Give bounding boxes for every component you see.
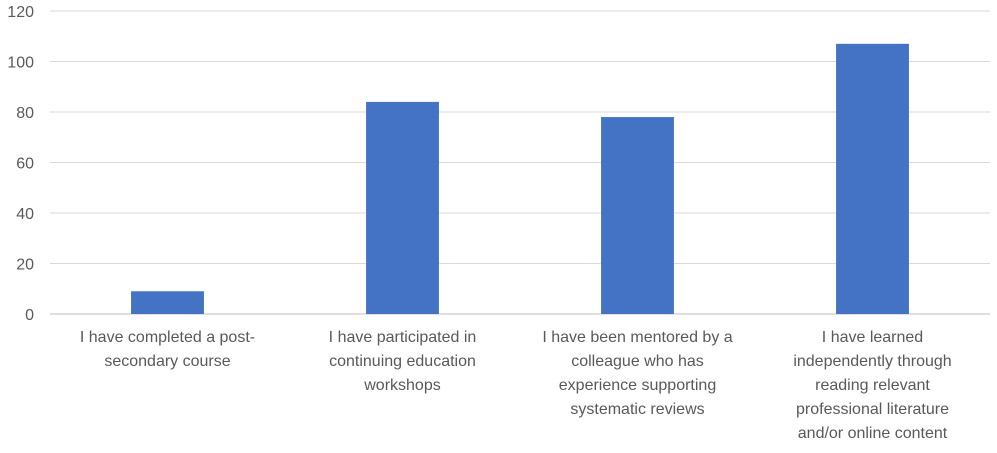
y-tick-label: 80: [16, 105, 34, 122]
y-tick-label: 120: [7, 4, 34, 21]
y-tick-label: 0: [25, 307, 34, 324]
x-category-label-line: I have participated in: [329, 329, 477, 346]
x-category-label: I have completed a post-secondary course: [80, 329, 255, 370]
x-category-label-line: independently through: [793, 353, 951, 370]
y-tick-label: 40: [16, 206, 34, 223]
x-category-label-line: and/or online content: [798, 425, 948, 442]
x-category-label: I have been mentored by a colleague who h…: [542, 329, 732, 418]
x-category-label-line: reading relevant: [815, 377, 930, 394]
x-category-label-line: secondary course: [104, 353, 230, 370]
gridlines: [50, 10, 990, 315]
x-category-label: I have participated in continuing educati…: [329, 329, 477, 394]
y-tick-label: 20: [16, 257, 34, 274]
x-axis-category-labels: I have completed a post-secondary course…: [80, 329, 952, 442]
y-tick-label: 60: [16, 156, 34, 173]
x-category-label-line: I have learned: [822, 329, 923, 346]
bar: [131, 291, 204, 314]
x-category-label-line: continuing education: [329, 353, 476, 370]
x-category-label: I have learned independently through readi…: [793, 329, 951, 442]
y-tick-label: 100: [7, 55, 34, 72]
x-category-label-line: I have completed a post-: [80, 329, 255, 346]
x-category-label-line: experience supporting: [559, 377, 716, 394]
bars: [131, 43, 909, 315]
bar: [601, 117, 674, 314]
x-category-label-line: I have been mentored by a: [542, 329, 732, 346]
x-category-label-line: colleague who has: [571, 353, 704, 370]
y-axis-tick-labels: 0 20 40 60 80 100 120: [7, 4, 34, 324]
bar: [366, 101, 439, 315]
x-category-label-line: systematic reviews: [570, 401, 704, 418]
x-category-label-line: workshops: [363, 377, 440, 394]
bar: [836, 43, 909, 314]
x-category-label-line: professional literature: [796, 401, 949, 418]
